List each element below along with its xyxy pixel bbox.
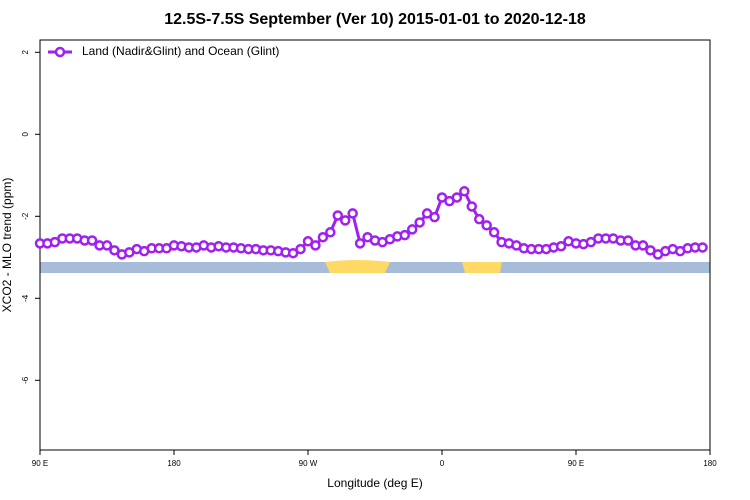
land-band bbox=[325, 260, 390, 273]
point bbox=[310, 240, 321, 251]
point bbox=[481, 220, 492, 231]
point bbox=[555, 240, 567, 252]
point bbox=[332, 210, 344, 221]
point bbox=[86, 235, 98, 246]
point bbox=[622, 235, 634, 246]
point bbox=[466, 201, 478, 212]
point bbox=[101, 240, 113, 251]
point bbox=[637, 240, 649, 251]
point bbox=[302, 236, 314, 247]
point bbox=[354, 238, 366, 249]
y-axis-label: XCO2 - MLO trend (ppm) bbox=[0, 178, 14, 313]
land-ocean-strip bbox=[40, 260, 710, 273]
x-tick-label: 180 bbox=[167, 459, 181, 468]
point bbox=[399, 229, 411, 241]
y-tick-label: -6 bbox=[21, 376, 30, 384]
point bbox=[429, 211, 440, 223]
point bbox=[347, 208, 358, 219]
point bbox=[488, 227, 500, 238]
point bbox=[109, 245, 120, 256]
point bbox=[473, 213, 485, 225]
point bbox=[414, 217, 425, 228]
point bbox=[459, 186, 470, 197]
point bbox=[287, 247, 299, 259]
x-tick-label: 0 bbox=[440, 459, 445, 468]
x-tick-label: 180 bbox=[703, 459, 717, 468]
point bbox=[451, 192, 463, 203]
chart-title: 12.5S-7.5S September (Ver 10) 2015-01-01… bbox=[164, 11, 586, 28]
point bbox=[406, 224, 418, 235]
y-tick-label: 0 bbox=[21, 132, 30, 137]
land-band bbox=[462, 262, 502, 273]
point bbox=[317, 231, 329, 243]
point bbox=[325, 227, 336, 238]
y-tick-label: 2 bbox=[21, 50, 30, 55]
y-tick-label: -2 bbox=[21, 212, 30, 220]
point bbox=[645, 245, 656, 256]
point bbox=[697, 242, 708, 253]
legend-marker bbox=[54, 46, 66, 58]
x-tick-label: 90 E bbox=[568, 459, 584, 468]
x-tick-label: 90 W bbox=[299, 459, 318, 468]
point bbox=[339, 215, 351, 226]
x-axis-label: Longitude (deg E) bbox=[327, 476, 422, 490]
legend-label: Land (Nadir&Glint) and Ocean (Glint) bbox=[82, 44, 279, 58]
y-tick-label: -4 bbox=[21, 294, 30, 302]
x-tick-label: 90 E bbox=[32, 459, 48, 468]
point bbox=[295, 243, 306, 255]
